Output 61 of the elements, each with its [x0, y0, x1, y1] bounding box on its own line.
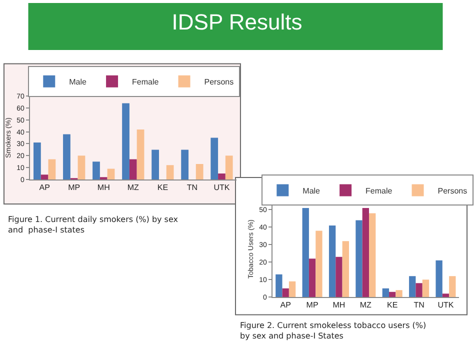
x-tick-label: MZ	[360, 300, 372, 310]
caption: Figure 2. Current smokeless tobacco users (%) by sex and phase-I States	[240, 321, 426, 340]
legend-label: Male	[302, 186, 321, 196]
x-tick-label: UTK	[214, 183, 230, 192]
bar	[63, 134, 70, 180]
bar	[362, 208, 370, 298]
bar	[218, 173, 226, 180]
x-tick-label: MZ	[127, 183, 140, 192]
bar	[225, 156, 233, 180]
x-tick-label: AP	[280, 300, 291, 310]
bar	[181, 150, 189, 180]
x-tick-label: KE	[387, 300, 398, 310]
bar	[302, 208, 309, 298]
bar	[409, 276, 416, 298]
bar	[122, 103, 130, 180]
bar	[282, 288, 289, 298]
bar	[436, 260, 442, 298]
x-tick-label: MH	[97, 183, 110, 192]
legend-label: Female	[366, 186, 393, 196]
bar	[78, 156, 86, 180]
bar	[210, 138, 218, 180]
x-tick-label: KE	[157, 183, 168, 192]
bar	[34, 142, 41, 180]
bar	[129, 159, 137, 180]
bar	[396, 290, 402, 298]
bar	[48, 159, 56, 180]
bar	[288, 281, 296, 298]
bar	[316, 230, 322, 298]
bar	[369, 213, 376, 298]
bar	[342, 241, 349, 298]
bar	[152, 150, 159, 180]
x-tick-label: MP	[68, 183, 80, 192]
bar	[276, 274, 282, 298]
x-tick-label: TN	[414, 300, 425, 310]
x-tick-label: TN	[186, 183, 198, 192]
bar	[166, 165, 174, 180]
x-tick-label: MH	[332, 300, 346, 310]
bar	[196, 164, 204, 180]
bar	[136, 129, 144, 180]
bar	[40, 174, 48, 180]
bar	[92, 162, 100, 180]
bar	[107, 168, 115, 180]
bar	[336, 256, 342, 298]
bar	[328, 225, 336, 298]
bar	[308, 258, 316, 298]
legend-label: Female	[132, 78, 160, 87]
bar	[389, 292, 396, 298]
caption: Figure 1. Current daily smokers (%) by sex and phase-I states	[8, 215, 178, 234]
bar	[416, 283, 422, 298]
x-tick-label: MP	[306, 300, 318, 310]
x-tick-label: AP	[39, 183, 50, 192]
bar	[382, 288, 390, 298]
legend-label: Male	[69, 78, 88, 87]
bar	[442, 294, 450, 298]
bar	[449, 276, 456, 298]
legend-label: Persons	[204, 78, 234, 87]
bar	[356, 220, 362, 298]
chart-title: IDSP Results	[172, 10, 302, 35]
bar	[422, 280, 430, 298]
x-tick-label: UTK	[438, 300, 454, 310]
legend-label: Persons	[438, 186, 468, 196]
